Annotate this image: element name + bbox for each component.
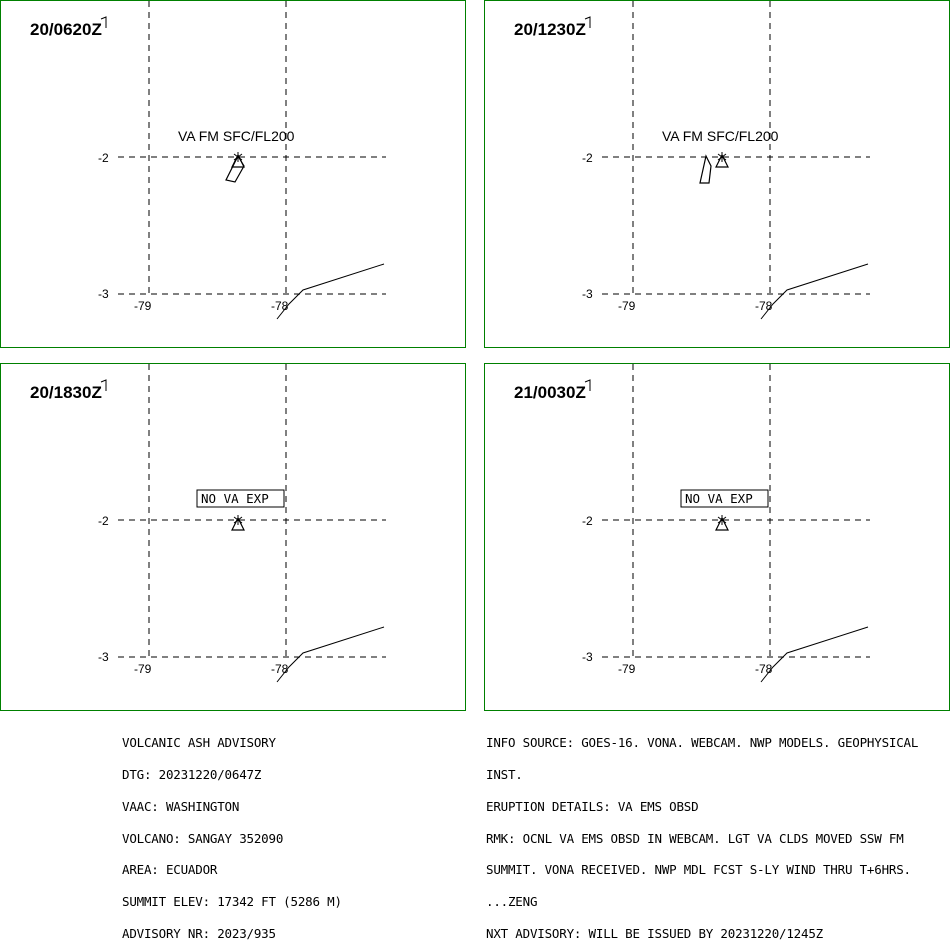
- time-tick-mark: [584, 16, 591, 28]
- coastline: [276, 626, 385, 683]
- ash-cloud-polygon: [699, 154, 712, 184]
- ash-forecast-label: NO VA EXP: [201, 491, 269, 506]
- advisory-line: AREA: ECUADOR: [122, 862, 218, 878]
- panel-frame: [484, 0, 950, 348]
- lon-label: -79: [618, 662, 636, 676]
- coastline: [276, 263, 385, 320]
- advisory-line: RMK: OCNL VA EMS OBSD IN WEBCAM. LGT VA …: [486, 830, 904, 846]
- valid-time-label: 20/0620Z: [30, 20, 102, 39]
- time-tick-mark: [100, 16, 107, 28]
- volcano-triangle-icon: [715, 152, 729, 168]
- advisory-line: ...ZENG: [486, 894, 538, 910]
- volcano-triangle: [231, 516, 245, 531]
- lat-label: -2: [582, 514, 593, 528]
- time-tick-mark: [100, 379, 107, 391]
- valid-time-label: 20/1230Z: [514, 20, 586, 39]
- advisory-header-block: VOLCANIC ASH ADVISORY DTG: 20231220/0647…: [122, 717, 342, 950]
- forecast-panel: 20/0620Z -2 -3 -79 -78 VA FM SFC/FL200: [0, 0, 466, 348]
- ash-forecast-label: VA FM SFC/FL200: [178, 128, 295, 144]
- forecast-panel: 20/1830Z -2 -3 -79 -78 NO VA EXP: [0, 363, 466, 711]
- volcano-triangle-icon: [715, 515, 729, 531]
- advisory-details-block: INFO SOURCE: GOES-16. VONA. WEBCAM. NWP …: [486, 717, 918, 950]
- forecast-panel: 20/1230Z -2 -3 -79 -78 VA FM SFC/FL200: [484, 0, 950, 348]
- volcano-triangle-icon: [231, 515, 245, 531]
- lon-label: -78: [271, 662, 289, 676]
- advisory-line: DTG: 20231220/0647Z: [122, 766, 262, 782]
- advisory-line: INFO SOURCE: GOES-16. VONA. WEBCAM. NWP …: [486, 735, 919, 751]
- lat-label: -3: [98, 287, 109, 301]
- time-tick-mark: [584, 379, 591, 391]
- lat-label: -2: [98, 151, 109, 165]
- forecast-panels: 20/0620Z -2 -3 -79 -78 VA FM SFC/FL200 20/1230…: [0, 0, 950, 711]
- lon-label: -78: [271, 299, 289, 313]
- lon-label: -79: [134, 662, 152, 676]
- advisory-line: ADVISORY NR: 2023/935: [122, 925, 276, 941]
- coastline: [760, 626, 869, 683]
- volcano-asterisk: [233, 515, 243, 525]
- lat-label: -2: [582, 151, 593, 165]
- lat-label: -3: [98, 650, 109, 664]
- volcano-triangle: [715, 153, 729, 168]
- valid-time-label: 21/0030Z: [514, 383, 586, 402]
- lat-label: -3: [582, 287, 593, 301]
- lon-label: -79: [618, 299, 636, 313]
- panel-frame: [0, 363, 466, 711]
- lat-label: -2: [98, 514, 109, 528]
- lon-label: -78: [755, 299, 773, 313]
- lat-label: -3: [582, 650, 593, 664]
- valid-time-label: 20/1830Z: [30, 383, 102, 402]
- forecast-panel: 21/0030Z -2 -3 -79 -78 NO VA EXP: [484, 363, 950, 711]
- advisory-line: SUMMIT ELEV: 17342 FT (5286 M): [122, 894, 342, 910]
- label-box: [196, 489, 285, 508]
- panel-frame: [484, 363, 950, 711]
- ash-cloud-polygon: [225, 154, 245, 183]
- coastline: [760, 263, 869, 320]
- volcano-asterisk: [717, 515, 727, 525]
- volcano-triangle: [715, 516, 729, 531]
- advisory-line: VAAC: WASHINGTON: [122, 798, 240, 814]
- advisory-line: NXT ADVISORY: WILL BE ISSUED BY 20231220…: [486, 925, 823, 941]
- panel-frame: [0, 0, 466, 348]
- advisory-line: ERUPTION DETAILS: VA EMS OBSD: [486, 798, 699, 814]
- ash-forecast-label: VA FM SFC/FL200: [662, 128, 779, 144]
- advisory-line: VOLCANO: SANGAY 352090: [122, 830, 284, 846]
- advisory-line: VOLCANIC ASH ADVISORY: [122, 735, 276, 751]
- lon-label: -79: [134, 299, 152, 313]
- label-box: [680, 489, 769, 508]
- volcano-asterisk: [717, 152, 727, 162]
- lon-label: -78: [755, 662, 773, 676]
- ash-forecast-label: NO VA EXP: [685, 491, 753, 506]
- advisory-line: SUMMIT. VONA RECEIVED. NWP MDL FCST S-LY…: [486, 862, 911, 878]
- advisory-line: INST.: [486, 766, 523, 782]
